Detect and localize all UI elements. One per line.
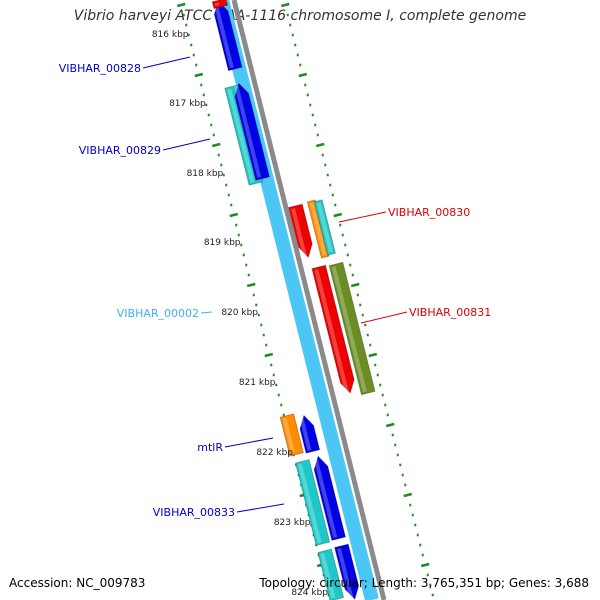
label-leader-line: [360, 311, 408, 324]
inner-tick: [194, 72, 204, 78]
outer-tick: [403, 492, 413, 498]
label-leader-line: [200, 311, 213, 314]
gene-features: [211, 0, 387, 600]
inner-tick: [176, 2, 186, 8]
ruler-label: 823 kbp: [274, 518, 311, 528]
gene-arrow: [211, 0, 229, 10]
outer-tick: [350, 282, 360, 288]
label-leader-line: [162, 138, 211, 151]
ruler-label: 817 kbp: [169, 99, 206, 109]
ruler-labels: 816 kbp 817 kbp 818 kbp 819 kbp 820 kbp 821 k…: [152, 30, 328, 598]
ruler-label: 819 kbp: [204, 238, 241, 248]
gene-arrow: [313, 199, 337, 256]
label-leader-line: [224, 437, 274, 448]
accession-text: Accession: NC_009783: [9, 576, 146, 590]
topology-text: Topology: circular; Length: 3,765,351 bp…: [259, 576, 589, 590]
gene-arrow: [299, 414, 321, 454]
feature-label: VIBHAR_00830: [388, 206, 470, 219]
inner-tick: [211, 142, 221, 148]
ruler-label: 821 kbp: [239, 378, 276, 388]
genome-backbone: [231, 0, 387, 600]
inner-tick: [229, 212, 239, 218]
gene-arrow: [311, 264, 355, 395]
outer-tick: [368, 352, 378, 358]
ruler-label: 820 kbp: [221, 308, 258, 318]
label-leader-line: [338, 211, 387, 223]
gene-arrow: [334, 543, 360, 600]
feature-labels: VIBHAR_00828 VIBHAR_00829 VIBHAR_00002 mtlR…: [59, 56, 491, 519]
gene-arrow: [306, 199, 330, 259]
feature-label: VIBHAR_00833: [153, 506, 235, 519]
feature-label: VIBHAR_00829: [79, 144, 161, 157]
gene-arrow: [234, 82, 271, 181]
gene-arrow: [279, 413, 304, 457]
label-leader-line: [142, 56, 191, 69]
outer-tick: [315, 142, 325, 148]
outer-tick: [385, 422, 395, 428]
feature-label: VIBHAR_00002: [117, 307, 199, 320]
feature-label: mtlR: [197, 441, 223, 454]
outer-tick: [420, 562, 430, 568]
ruler-label: 824 kbp: [291, 588, 328, 598]
gene-arrow: [294, 458, 331, 547]
gene-arrow: [328, 261, 376, 396]
ruler-label: 818 kbp: [187, 169, 224, 179]
outer-tick: [280, 2, 290, 8]
inner-tick: [246, 282, 256, 288]
gene-arrow: [313, 455, 347, 542]
outer-tick: [298, 72, 308, 78]
label-leader-line: [236, 503, 285, 513]
map-title: Vibrio harveyi ATCC BAA-1116 chromosome …: [73, 8, 527, 24]
feature-label: VIBHAR_00831: [409, 306, 491, 319]
ruler-label: 822 kbp: [256, 448, 293, 458]
feature-label: VIBHAR_00828: [59, 62, 141, 75]
inner-tick: [264, 352, 274, 358]
gene-arrow: [288, 203, 313, 259]
outer-tick: [333, 212, 343, 218]
gene-arrow: [317, 548, 345, 600]
ruler-label: 816 kbp: [152, 30, 189, 40]
